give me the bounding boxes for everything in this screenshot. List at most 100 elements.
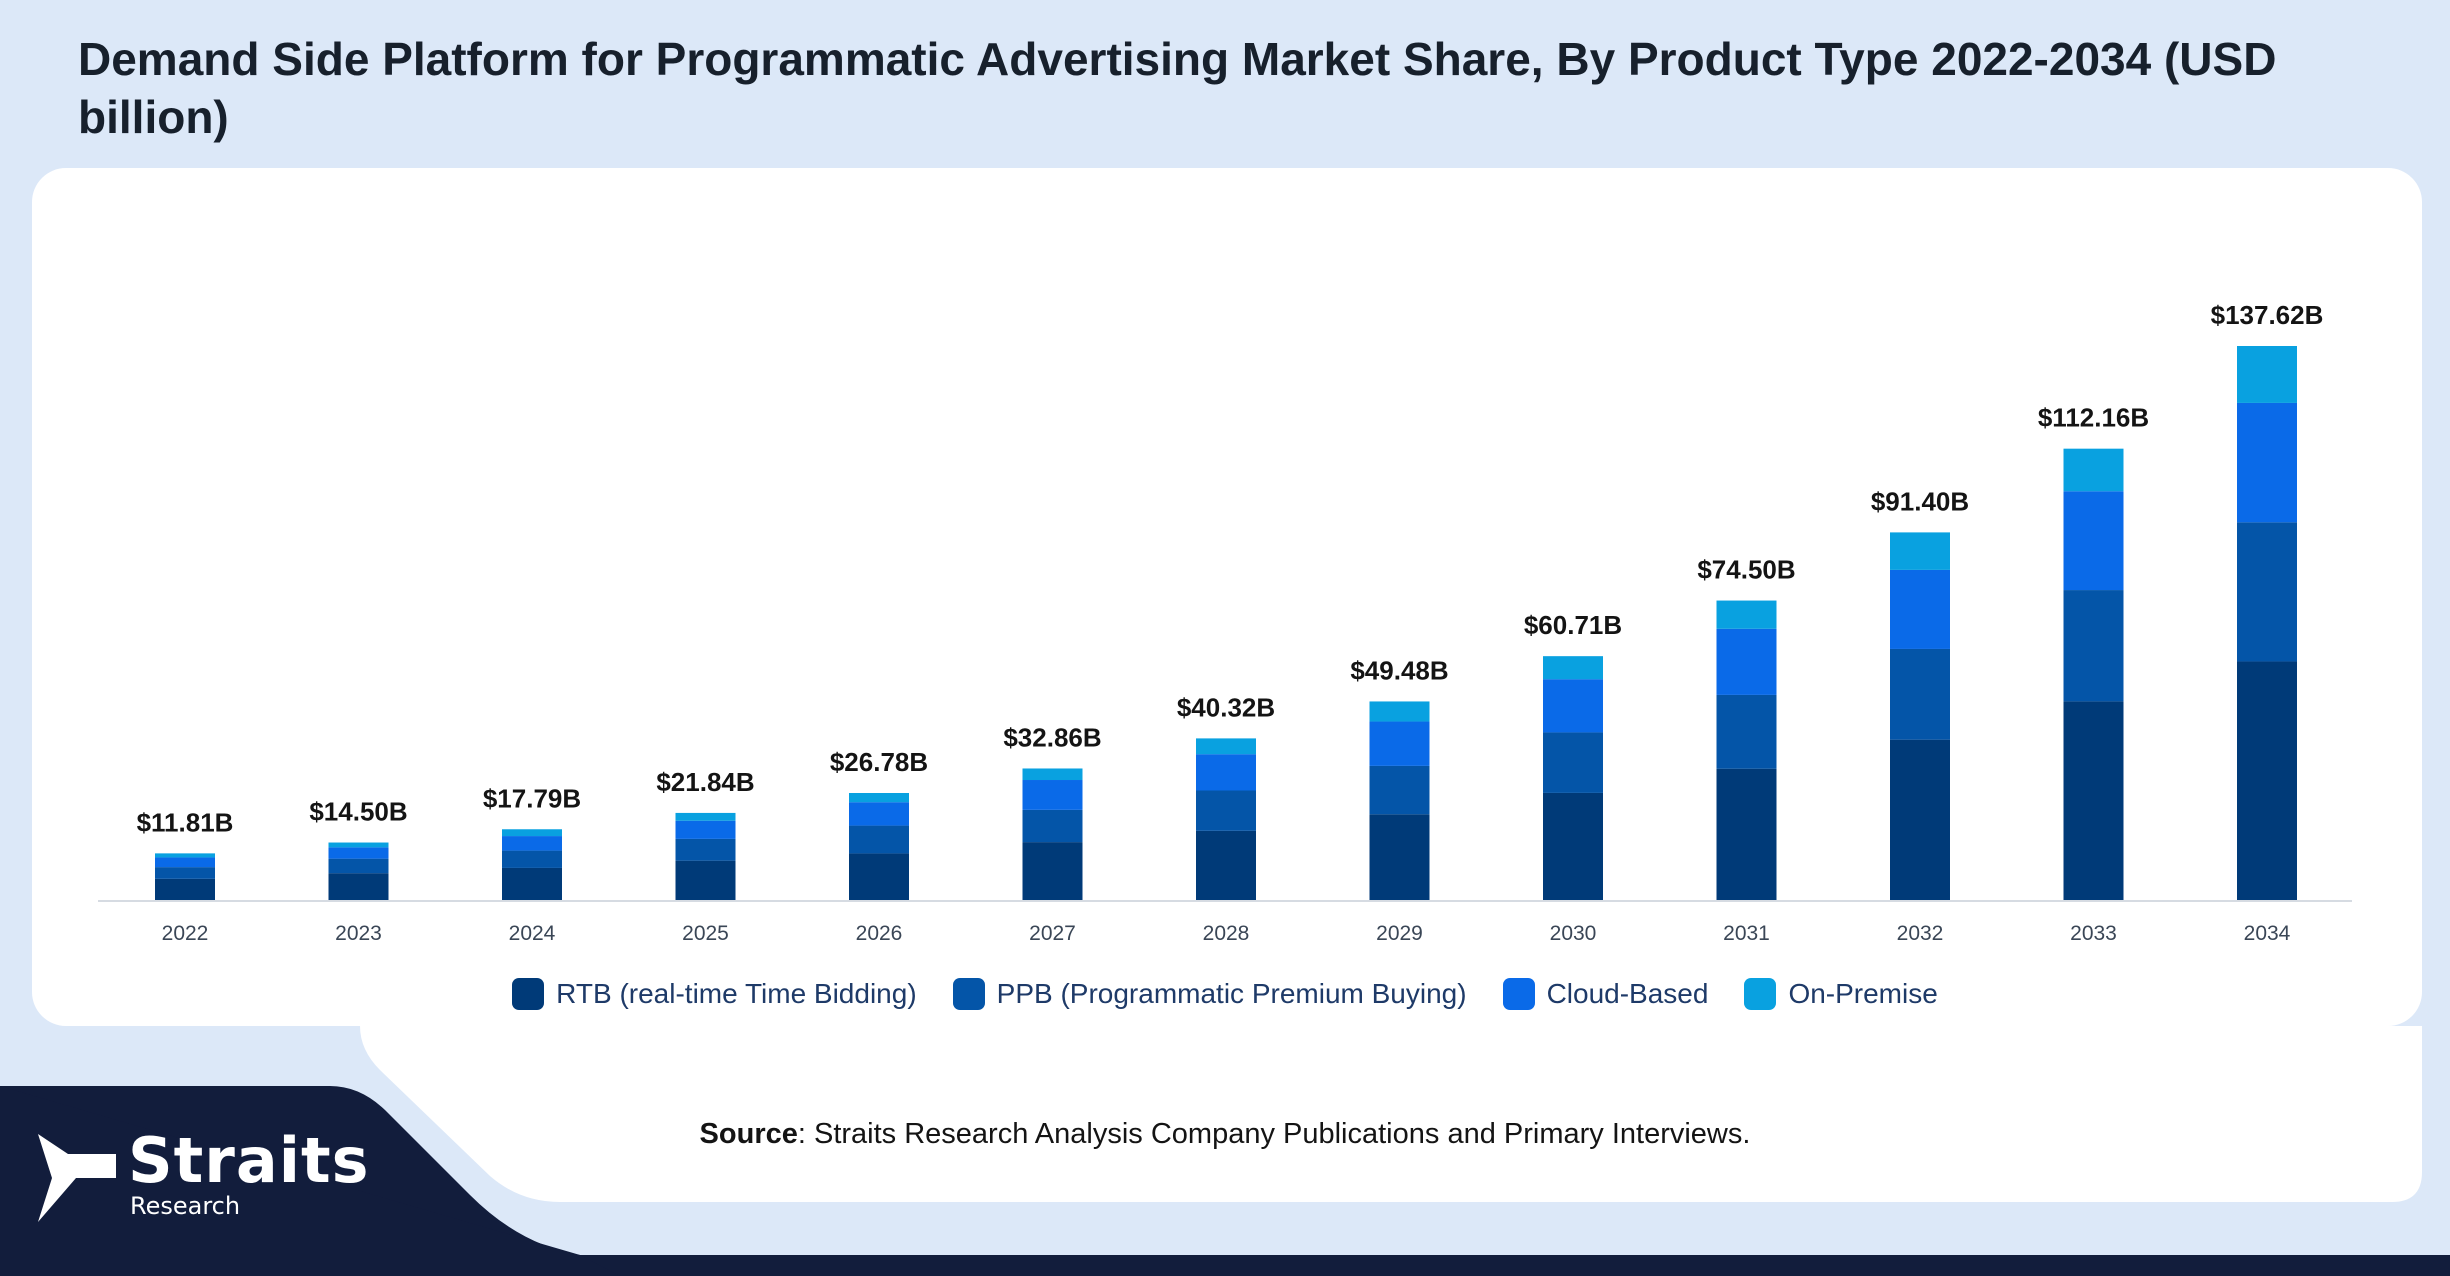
total-value-label: $26.78B <box>830 747 928 777</box>
bar-segment-2034-s2 <box>2237 402 2297 523</box>
legend-item: On-Premise <box>1744 978 1938 1010</box>
x-tick-label: 2030 <box>1550 922 1597 945</box>
bar-segment-2032-s2 <box>1890 569 1950 649</box>
bar-segment-2026-s0 <box>849 853 909 901</box>
bar-segment-2029-s2 <box>1369 721 1430 766</box>
chart-panel <box>32 168 2422 1026</box>
bar-segment-2030-s3 <box>1543 656 1603 680</box>
source-label: Source <box>699 1118 798 1150</box>
source-note: Source: Straits Research Analysis Compan… <box>0 1118 2450 1151</box>
bar-segment-2030-s2 <box>1543 679 1603 733</box>
bar-segment-2031-s3 <box>1716 600 1777 629</box>
bar-segment-2034-s1 <box>2237 522 2297 662</box>
total-value-label: $17.79B <box>483 783 581 813</box>
legend-item: Cloud-Based <box>1502 978 1709 1010</box>
legend-swatch <box>512 978 545 1010</box>
bar-segment-2027-s2 <box>1022 780 1083 810</box>
bar-segment-2028-s0 <box>1196 830 1256 901</box>
legend-swatch <box>952 978 985 1010</box>
total-value-label: $14.50B <box>309 797 407 827</box>
total-value-label: $21.84B <box>656 767 754 797</box>
x-tick-label: 2024 <box>509 922 556 945</box>
bar-segment-2028-s3 <box>1196 738 1256 755</box>
legend: RTB (real-time Time Bidding) PPB (Program… <box>0 978 2450 1010</box>
legend-item: PPB (Programmatic Premium Buying) <box>952 978 1467 1010</box>
x-tick-label: 2033 <box>2070 922 2117 945</box>
bar-segment-2027-s1 <box>1022 809 1083 843</box>
bar-segment-2027-s0 <box>1022 842 1083 901</box>
x-tick-label: 2031 <box>1723 922 1770 945</box>
bar-segment-2023-s0 <box>328 873 389 901</box>
total-value-label: $60.71B <box>1524 610 1622 640</box>
logo-band-fill <box>0 1086 620 1276</box>
bar-segment-2024-s0 <box>502 867 562 901</box>
bar-segment-2031-s2 <box>1716 628 1777 695</box>
x-tick-label: 2027 <box>1029 922 1076 945</box>
bar-segment-2028-s2 <box>1196 754 1256 791</box>
logo-arrow-icon <box>38 1134 116 1222</box>
footer-strip <box>0 1255 2450 1276</box>
total-value-label: $49.48B <box>1350 655 1448 685</box>
x-tick-label: 2025 <box>682 922 729 945</box>
bar-segment-2025-s1 <box>675 838 736 861</box>
logo-name: Straits <box>128 1124 370 1197</box>
bar-segment-2034-s0 <box>2237 661 2297 901</box>
bar-layer <box>155 346 2297 901</box>
bar-segment-2025-s0 <box>675 860 736 901</box>
legend-label: On-Premise <box>1788 978 1938 1009</box>
x-tick-label: 2032 <box>1897 922 1944 945</box>
total-value-label: $74.50B <box>1697 555 1795 585</box>
bar-segment-2026-s3 <box>849 793 909 803</box>
bar-segment-2032-s1 <box>1890 648 1950 740</box>
bar-segment-2023-s3 <box>328 842 389 848</box>
bar-segment-2022-s1 <box>155 867 215 879</box>
bar-segment-2025-s3 <box>675 812 736 821</box>
bar-segment-2026-s1 <box>849 825 909 854</box>
total-value-label: $112.16B <box>2038 403 2149 433</box>
bar-segment-2032-s0 <box>1890 739 1950 901</box>
bar-segment-2033-s2 <box>2063 491 2124 591</box>
total-label-layer: $11.81B $14.50B $17.79B $21.84B $26.78B $32.8… <box>137 300 2324 837</box>
x-tick-label: 2022 <box>162 922 209 945</box>
bar-segment-2025-s2 <box>675 820 736 839</box>
bar-segment-2033-s3 <box>2063 448 2124 492</box>
bar-segment-2022-s0 <box>155 878 215 901</box>
total-value-label: $32.86B <box>1003 722 1101 752</box>
bar-segment-2024-s1 <box>502 850 562 868</box>
bar-segment-2033-s1 <box>2063 590 2124 702</box>
legend-swatch <box>1502 978 1535 1010</box>
logo: Straits Research <box>128 1124 370 1220</box>
bar-segment-2032-s3 <box>1890 532 1950 570</box>
bar-segment-2027-s3 <box>1022 768 1083 781</box>
bar-segment-2030-s0 <box>1543 792 1603 901</box>
bar-segment-2026-s2 <box>849 802 909 826</box>
legend-label: RTB (real-time Time Bidding) <box>556 978 917 1009</box>
source-text: : Straits Research Analysis Company Publ… <box>797 1118 1751 1150</box>
x-tick-label: 2034 <box>2244 922 2291 945</box>
bar-segment-2030-s1 <box>1543 732 1603 793</box>
x-tick-label: 2029 <box>1376 922 1423 945</box>
x-tick-layer: 2022 2023 2024 2025 2026 2027 2028 2029 2030 2031… <box>162 922 2291 945</box>
bar-segment-2029-s1 <box>1369 765 1430 815</box>
bar-segment-2022-s3 <box>155 853 215 858</box>
bar-segment-2024-s3 <box>502 829 562 837</box>
logo-subtitle: Research <box>130 1192 241 1220</box>
x-tick-label: 2028 <box>1203 922 1250 945</box>
legend-item: RTB (real-time Time Bidding) <box>512 978 917 1010</box>
x-tick-label: 2023 <box>335 922 382 945</box>
total-value-label: $11.81B <box>137 807 234 837</box>
bar-segment-2029-s0 <box>1369 814 1430 901</box>
bar-segment-2024-s2 <box>502 836 562 851</box>
legend-swatch <box>1744 978 1777 1010</box>
bar-segment-2029-s3 <box>1369 701 1430 722</box>
bar-segment-2023-s1 <box>328 858 389 874</box>
total-value-label: $137.62B <box>2211 300 2324 330</box>
legend-label: Cloud-Based <box>1546 978 1709 1009</box>
bar-segment-2028-s1 <box>1196 790 1256 831</box>
x-tick-label: 2026 <box>856 922 903 945</box>
total-value-label: $40.32B <box>1177 692 1275 722</box>
bar-segment-2034-s3 <box>2237 346 2297 403</box>
source-panel <box>360 1026 2422 1202</box>
